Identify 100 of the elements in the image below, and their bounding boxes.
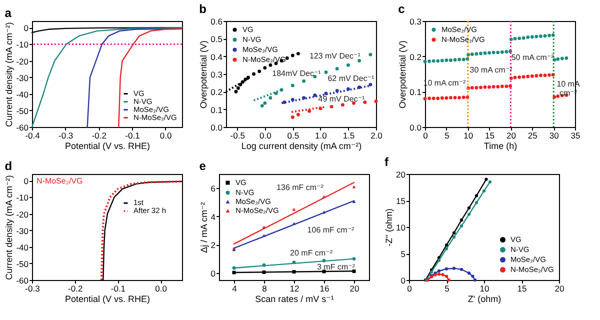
point [236, 86, 240, 90]
point [268, 63, 272, 67]
point [335, 66, 339, 70]
x-axis-title: Potential (V vs. RHE) [64, 141, 150, 151]
point [460, 224, 464, 228]
point [462, 58, 466, 62]
annotation: 20 mF cm⁻² [290, 248, 333, 258]
x-tick-label: -0.1 [125, 130, 140, 140]
x-tick-label: 5 [444, 130, 450, 140]
point [478, 52, 482, 56]
point [441, 273, 444, 276]
point [474, 201, 478, 204]
y-tick-label: 0 [210, 268, 216, 278]
point [504, 50, 508, 54]
point [534, 34, 538, 38]
x-axis-title: Log current density (mA cm⁻²) [241, 141, 362, 151]
x-tick-label: -0.2 [68, 284, 83, 294]
point [290, 116, 294, 120]
point [260, 104, 264, 108]
point [432, 96, 436, 100]
y-tick-label: 0.1 [410, 87, 422, 98]
point [274, 92, 278, 96]
point [302, 79, 306, 83]
x-tick-label: 16 [320, 284, 330, 294]
point [564, 56, 568, 60]
point [252, 72, 256, 76]
y-tick-label: 0 [24, 176, 29, 186]
y-tick-label: 0.2 [410, 52, 422, 62]
point [460, 218, 464, 222]
x-tick-label: 2.0 [370, 130, 383, 140]
point [460, 268, 464, 271]
point [432, 59, 436, 63]
point [358, 59, 362, 62]
annotation: 49 mV Dec⁻¹ [318, 94, 366, 104]
y-tick-label: 0.2 [210, 87, 223, 98]
y-tick-label: 20 [396, 170, 406, 180]
point [496, 84, 500, 88]
y-axis-title: Current density (mA cm⁻²) [4, 22, 14, 127]
point [478, 86, 482, 90]
point [526, 36, 530, 39]
y-axis-title: Δj / mA cm⁻² [198, 202, 209, 253]
x-tick-label: 20 [506, 130, 516, 140]
annotation: 106 mF cm⁻² [307, 226, 355, 234]
point [436, 59, 440, 63]
x-tick-label: 0.0 [155, 284, 168, 294]
point [447, 278, 450, 282]
x-tick-label: 5 [444, 284, 450, 294]
point [474, 194, 478, 198]
y-tick-label: -50 [16, 258, 29, 269]
y-tick-label: -20 [16, 209, 29, 220]
annotation: 184mV Dec⁻¹ [272, 69, 322, 78]
x-axis-title: Potential (V vs. RHE) [64, 294, 150, 304]
point [467, 206, 471, 210]
x-tick-label: -0.4 [25, 130, 40, 140]
x-tick-label: -0.3 [58, 130, 74, 140]
point [453, 96, 457, 100]
point [560, 56, 564, 60]
point [538, 34, 542, 38]
x-axis-title: Z' (ohm) [468, 294, 502, 304]
y-axis-title: -Z'' (ohm) [384, 208, 394, 246]
point [526, 74, 530, 78]
x-tick-label: 0.5 [287, 130, 300, 140]
x-axis-title: Time (h) [484, 141, 518, 151]
point [428, 96, 432, 100]
x-tick-label: 15 [517, 284, 527, 294]
point [458, 58, 462, 62]
y-tick-label: -50 [16, 106, 29, 116]
point [513, 36, 517, 40]
y-tick-label: 0 [400, 276, 406, 286]
x-tick-label: 0.0 [160, 130, 172, 140]
point [504, 84, 508, 88]
point [234, 90, 238, 94]
point [471, 274, 474, 278]
chart-title: f [384, 155, 390, 169]
point [430, 270, 434, 274]
x-tick-label: 1.5 [342, 130, 355, 140]
point [483, 85, 487, 89]
point [368, 82, 372, 86]
y-tick-label: -20 [16, 56, 29, 66]
y-tick-label: 10 [396, 222, 406, 232]
y-tick-label: 0 [24, 23, 29, 34]
point [428, 60, 432, 64]
point [483, 51, 487, 55]
point [452, 235, 456, 239]
point [452, 231, 456, 234]
point [330, 104, 334, 108]
y-axis-title: Overpotential (V) [198, 40, 209, 109]
point [543, 34, 547, 38]
point [448, 58, 452, 62]
point [488, 180, 492, 184]
x-tick-label: 0 [423, 130, 428, 140]
point [453, 58, 457, 62]
point [313, 93, 317, 97]
y-tick-label: 0.3 [210, 70, 223, 80]
point [437, 258, 441, 262]
point [452, 266, 456, 270]
point [308, 109, 312, 113]
x-tick-label: -0.3 [25, 284, 40, 294]
x-tick-label: 12 [290, 284, 300, 294]
point [513, 76, 517, 80]
